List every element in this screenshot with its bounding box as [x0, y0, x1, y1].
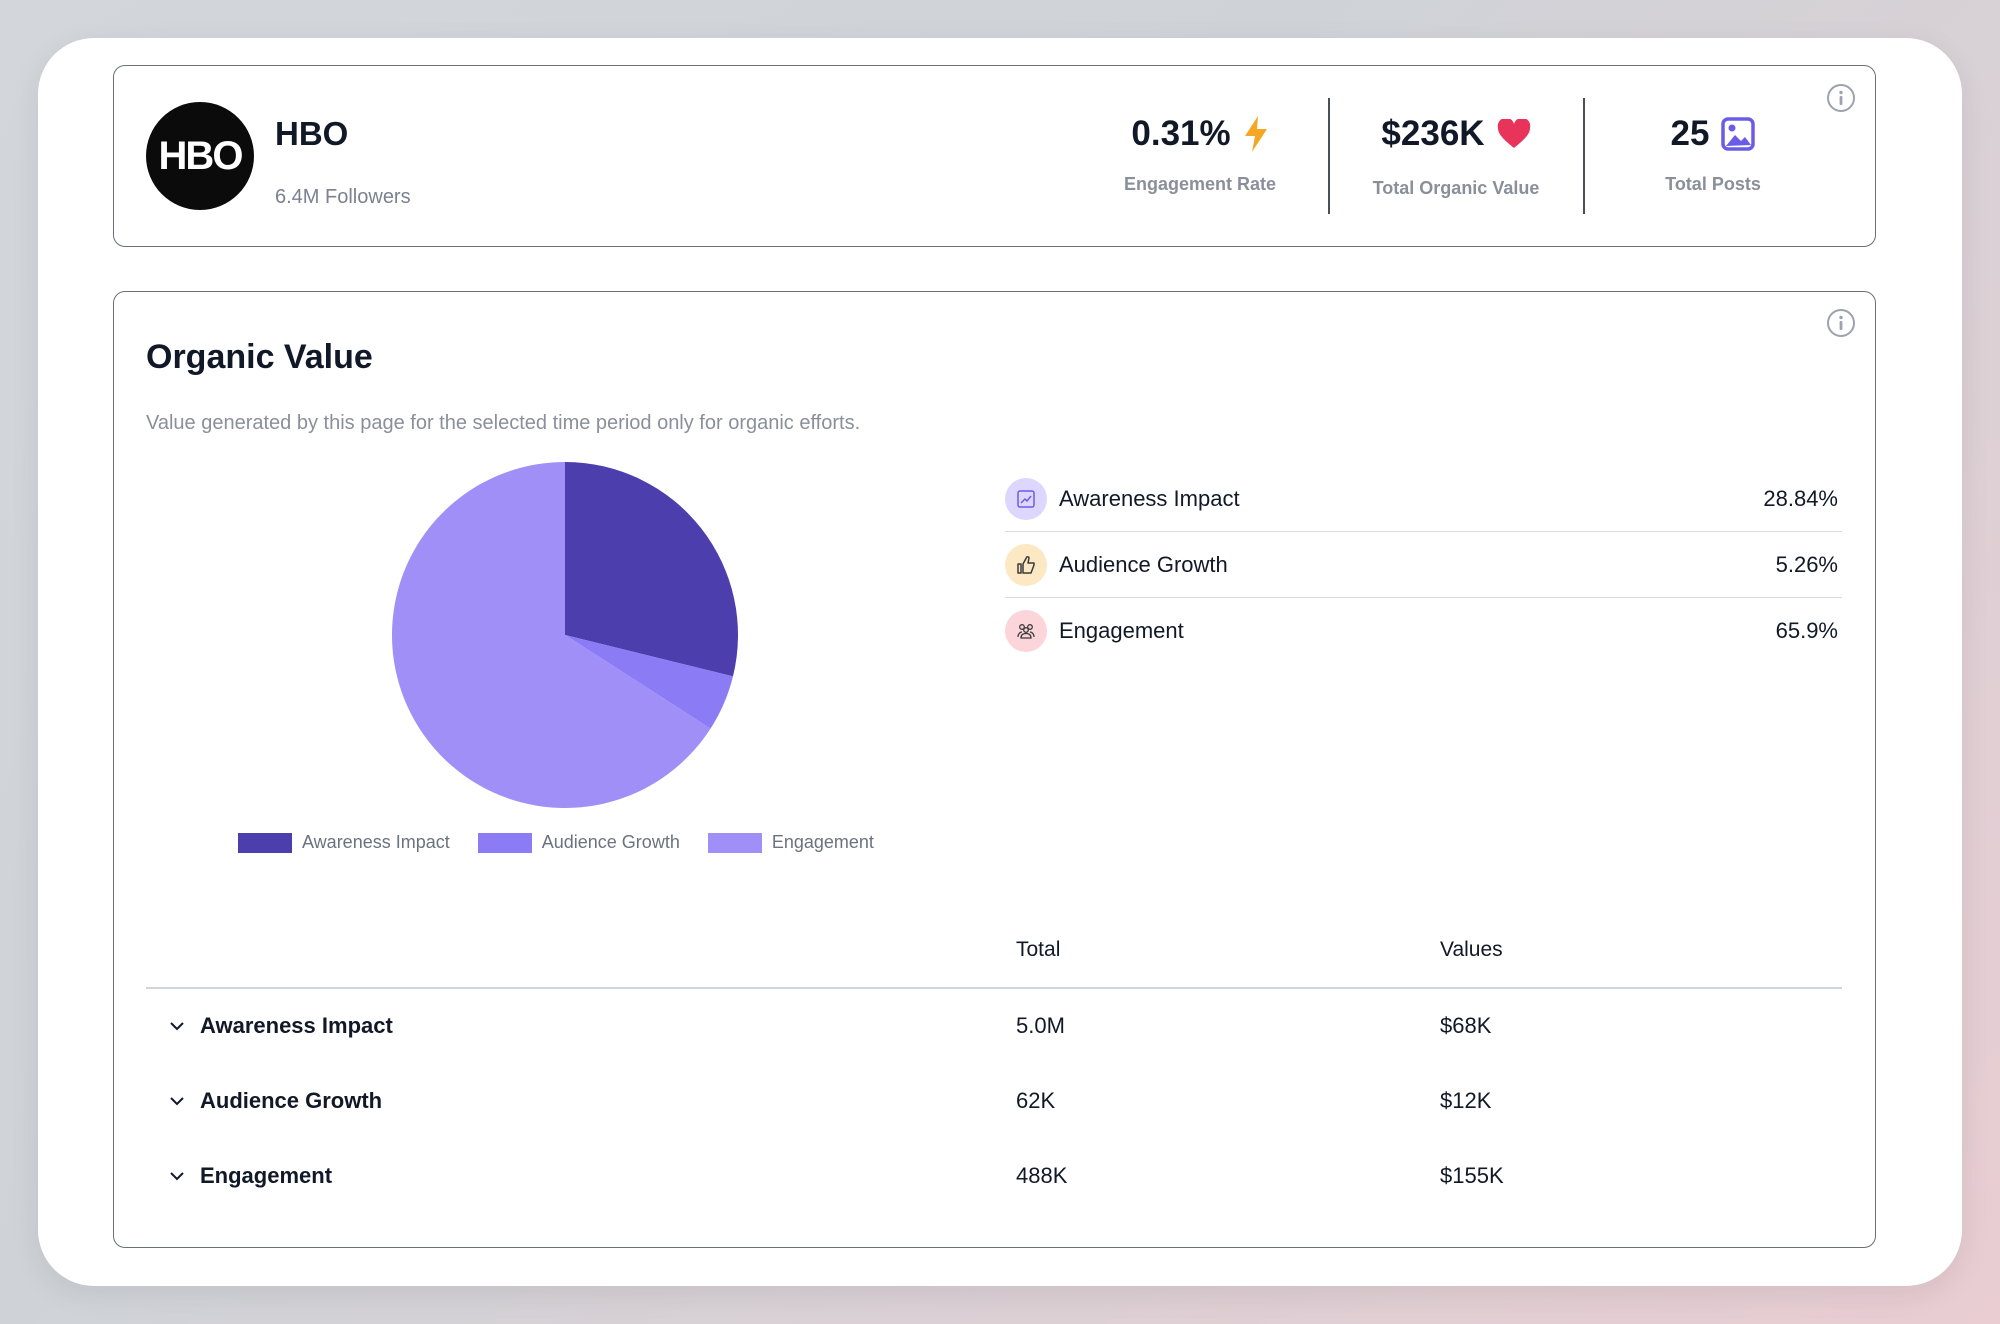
- table-row[interactable]: Engagement 488K $155K: [146, 1159, 1842, 1199]
- breakdown-percent: 28.84%: [1763, 485, 1838, 511]
- stat-total-organic-value: $236K Total Organic Value: [1356, 114, 1556, 199]
- people-group-icon: [1005, 609, 1047, 652]
- info-icon[interactable]: [1826, 308, 1856, 338]
- legend-swatch: [707, 832, 762, 853]
- row-name: Audience Growth: [200, 1088, 383, 1113]
- total-organic-value-label: Total Organic Value: [1372, 178, 1540, 198]
- info-icon[interactable]: [1826, 83, 1856, 113]
- breakdown-row-engagement: Engagement 65.9%: [1005, 598, 1842, 663]
- pie-chart: [390, 460, 740, 810]
- row-name: Awareness Impact: [200, 1013, 393, 1038]
- legend-label: Awareness Impact: [302, 832, 450, 852]
- column-header-values: Values: [1440, 938, 1503, 961]
- brand-logo: HBO: [146, 102, 254, 210]
- row-total: 62K: [1016, 1088, 1056, 1113]
- section-title: Organic Value: [146, 338, 373, 376]
- pie-slice-awareness-impact[interactable]: [565, 462, 738, 677]
- table-row[interactable]: Awareness Impact 5.0M $68K: [146, 1009, 1842, 1049]
- row-value: $68K: [1440, 1013, 1492, 1038]
- legend-item[interactable]: Engagement: [707, 832, 874, 853]
- column-header-total: Total: [1016, 938, 1061, 961]
- stat-engagement-rate: 0.31% Engagement Rate: [1100, 114, 1300, 195]
- chevron-down-icon[interactable]: [168, 1092, 186, 1110]
- organic-value-card: [113, 291, 1876, 1248]
- total-posts-label: Total Posts: [1665, 174, 1761, 194]
- legend-item[interactable]: Audience Growth: [477, 832, 680, 853]
- breakdown-row-awareness: Awareness Impact 28.84%: [1005, 466, 1842, 532]
- total-posts-value: 25: [1670, 114, 1710, 153]
- legend-item[interactable]: Awareness Impact: [238, 832, 450, 853]
- breakdown-label: Audience Growth: [1059, 551, 1228, 577]
- legend-label: Engagement: [771, 832, 874, 852]
- legend-swatch: [238, 832, 292, 853]
- followers-count: 6.4M Followers: [275, 186, 411, 208]
- engagement-rate-value: 0.31%: [1131, 114, 1231, 153]
- brand-name: HBO: [275, 115, 349, 152]
- engagement-rate-label: Engagement Rate: [1123, 174, 1277, 194]
- lightning-icon: [1244, 116, 1267, 152]
- image-icon: [1721, 117, 1756, 151]
- pie-slice-audience-growth[interactable]: [565, 635, 733, 729]
- row-total: 488K: [1016, 1163, 1068, 1188]
- profile-card: [113, 65, 1876, 247]
- row-total: 5.0M: [1016, 1013, 1065, 1038]
- breakdown-row-audience-growth: Audience Growth 5.26%: [1005, 532, 1842, 598]
- thumbs-up-icon: [1005, 543, 1047, 586]
- pie-slice-engagement[interactable]: [391, 462, 711, 808]
- table-row[interactable]: Audience Growth 62K $12K: [146, 1084, 1842, 1124]
- chevron-down-icon[interactable]: [168, 1167, 186, 1185]
- row-name: Engagement: [200, 1163, 333, 1188]
- legend-label: Audience Growth: [541, 832, 680, 852]
- chevron-down-icon[interactable]: [168, 1017, 186, 1035]
- breakdown-percent: 5.26%: [1775, 551, 1838, 577]
- legend-swatch: [477, 832, 532, 853]
- chart-legend: Awareness Impact Audience Growth Engagem…: [238, 832, 874, 853]
- trend-chart-icon: [1005, 477, 1047, 520]
- breakdown-list: Awareness Impact 28.84% Audience Growth …: [1005, 466, 1842, 663]
- breakdown-label: Awareness Impact: [1059, 485, 1240, 511]
- divider: [1328, 98, 1330, 214]
- row-value: $155K: [1440, 1163, 1504, 1188]
- divider: [1583, 98, 1585, 214]
- stat-total-posts: 25 Total Posts: [1613, 114, 1813, 195]
- breakdown-label: Engagement: [1059, 617, 1184, 643]
- section-description: Value generated by this page for the sel…: [146, 412, 861, 434]
- total-organic-value: $236K: [1381, 114, 1485, 153]
- table-divider: [146, 987, 1842, 989]
- breakdown-percent: 65.9%: [1775, 617, 1838, 643]
- heart-icon: [1497, 119, 1530, 148]
- row-value: $12K: [1440, 1088, 1492, 1113]
